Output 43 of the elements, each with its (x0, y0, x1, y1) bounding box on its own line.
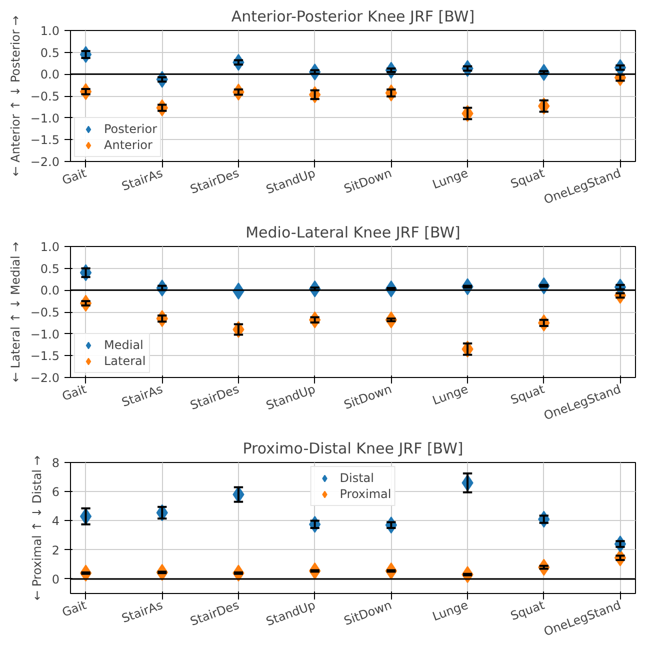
x-tick-label: Gait (60, 382, 88, 404)
y-tick-label: 6 (52, 485, 60, 500)
x-tick-label: StairAs (120, 598, 165, 626)
y-tick-label: 0.5 (40, 46, 60, 60)
y-tick-label: 8 (52, 456, 60, 470)
y-tick-label: 0.5 (40, 262, 60, 276)
x-tick-label: StairAs (120, 166, 165, 194)
x-tick-label: Squat (508, 598, 547, 624)
y-tick-label: 1.0 (40, 24, 60, 38)
legend-label: Posterior (104, 121, 158, 137)
y-tick-label: 2 (52, 543, 60, 558)
legend-label: Anterior (104, 137, 152, 153)
y-tick-label: −2.0 (30, 371, 60, 385)
y-tick-label: 0 (52, 572, 60, 586)
chart-title: Medio-Lateral Knee JRF [BW] (246, 224, 460, 242)
legend-label: Distal (340, 470, 374, 486)
x-tick-label: StairAs (120, 382, 165, 410)
x-tick-label: Lunge (430, 382, 470, 408)
x-tick-label: Squat (508, 166, 547, 192)
x-tick-label: Lunge (430, 598, 470, 624)
x-tick-label: Gait (60, 166, 88, 188)
legend-label: Proximal (340, 486, 392, 502)
y-axis-title: ← Lateral ↑ ↓ Medial → (8, 242, 22, 382)
y-tick-label: 1.0 (40, 240, 60, 254)
x-tick-label: Lunge (430, 166, 470, 192)
chart-title: Anterior-Posterior Knee JRF [BW] (231, 8, 475, 26)
y-axis-title: ← Anterior ↑ ↓ Posterior → (8, 16, 22, 176)
y-tick-label: −0.5 (30, 90, 60, 104)
y-axis-title: ← Proximal ↑ ↓ Distal → (30, 455, 44, 600)
y-tick-label: 4 (52, 514, 60, 528)
y-tick-label: −1.0 (30, 111, 60, 126)
x-tick-label: Squat (508, 382, 547, 408)
legend-label: Medial (104, 337, 144, 353)
y-tick-label: −1.0 (30, 327, 60, 342)
y-tick-label: 0.0 (40, 68, 60, 82)
y-tick-label: −0.5 (30, 306, 60, 320)
y-tick-label: 0.0 (40, 284, 60, 298)
y-tick-label: −1.5 (30, 349, 60, 364)
y-tick-label: −2.0 (30, 155, 60, 169)
legend-label: Lateral (104, 353, 146, 369)
y-tick-label: −1.5 (30, 133, 60, 148)
x-tick-label: Gait (60, 598, 88, 620)
chart-title: Proximo-Distal Knee JRF [BW] (242, 440, 464, 458)
